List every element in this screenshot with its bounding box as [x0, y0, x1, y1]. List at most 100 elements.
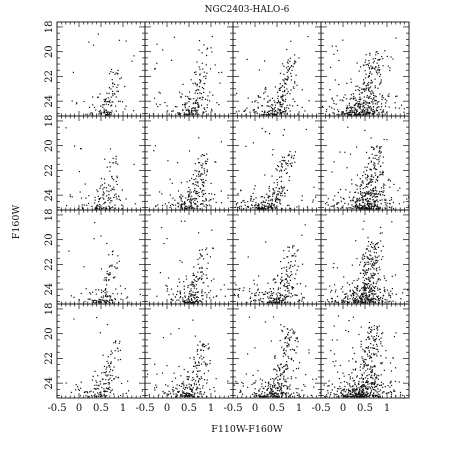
cmd-star-point — [366, 248, 368, 250]
cmd-star-point — [79, 191, 81, 193]
cmd-star-point — [378, 390, 380, 393]
cmd-star-point — [95, 109, 97, 111]
cmd-star-point — [369, 192, 371, 194]
cmd-star-point — [102, 106, 104, 108]
scatter-points — [147, 319, 229, 398]
cmd-star-point — [107, 112, 109, 114]
cmd-star-point — [363, 284, 365, 287]
y-tick-label: 20 — [44, 233, 55, 246]
cmd-panel-r1-c4 — [320, 21, 410, 117]
cmd-star-point — [98, 208, 100, 210]
cmd-star-point — [105, 299, 107, 301]
cmd-star-point — [344, 293, 346, 295]
cmd-star-point — [285, 163, 287, 165]
cmd-star-point — [361, 199, 363, 201]
cmd-star-point — [371, 265, 373, 267]
cmd-star-point — [381, 199, 383, 201]
cmd-star-point — [249, 296, 252, 298]
cmd-star-point — [258, 389, 260, 392]
cmd-star-point — [201, 181, 204, 183]
cmd-star-point — [321, 105, 324, 108]
cmd-star-point — [196, 85, 198, 87]
cmd-star-point — [372, 178, 374, 181]
cmd-star-point — [283, 169, 286, 171]
cmd-star-point — [186, 199, 189, 201]
cmd-star-point — [73, 318, 75, 320]
cmd-star-point — [383, 290, 385, 292]
cmd-star-point — [198, 161, 201, 164]
cmd-star-point — [203, 108, 206, 110]
cmd-star-point — [253, 382, 255, 384]
cmd-star-point — [362, 198, 364, 200]
cmd-star-point — [200, 278, 203, 281]
cmd-star-point — [212, 247, 214, 250]
cmd-star-point — [260, 196, 262, 198]
cmd-star-point — [108, 301, 110, 303]
cmd-star-point — [363, 64, 365, 66]
y-tick-label: 24 — [44, 377, 55, 390]
cmd-star-point — [341, 113, 343, 115]
cmd-star-point — [370, 184, 372, 186]
cmd-star-point — [375, 54, 377, 56]
cmd-star-point — [392, 201, 395, 204]
cmd-star-point — [98, 393, 100, 395]
cmd-star-point — [361, 207, 364, 209]
cmd-star-point — [97, 195, 99, 197]
cmd-star-point — [357, 106, 359, 108]
cmd-star-point — [272, 385, 274, 387]
x-tick-label: 0.5 — [181, 403, 197, 414]
cmd-star-point — [190, 204, 193, 206]
cmd-star-point — [277, 364, 279, 366]
cmd-star-point — [274, 282, 276, 284]
cmd-star-point — [106, 270, 108, 272]
cmd-star-point — [371, 73, 373, 75]
cmd-star-point — [352, 93, 354, 95]
cmd-star-point — [248, 290, 251, 292]
cmd-star-point — [364, 255, 366, 257]
cmd-star-point — [176, 106, 178, 108]
cmd-star-point — [254, 388, 256, 390]
cmd-star-point — [369, 197, 371, 200]
cmd-star-point — [362, 276, 364, 279]
cmd-star-point — [280, 383, 282, 385]
cmd-star-point — [111, 389, 113, 391]
cmd-star-point — [280, 281, 283, 283]
cmd-star-point — [194, 101, 196, 103]
cmd-star-point — [374, 203, 376, 205]
cmd-star-point — [166, 105, 168, 107]
cmd-star-point — [273, 112, 276, 115]
cmd-star-point — [361, 114, 363, 116]
cmd-star-point — [285, 109, 287, 112]
cmd-star-point — [106, 114, 108, 116]
cmd-star-point — [371, 298, 373, 300]
cmd-star-point — [108, 92, 110, 95]
cmd-star-point — [382, 58, 384, 60]
cmd-star-point — [261, 301, 264, 303]
cmd-star-point — [288, 153, 290, 156]
cmd-star-point — [205, 365, 207, 367]
cmd-star-point — [243, 199, 245, 202]
cmd-star-point — [183, 114, 185, 116]
cmd-star-point — [209, 256, 212, 258]
cmd-star-point — [201, 86, 203, 89]
cmd-star-point — [365, 194, 367, 196]
cmd-star-point — [368, 276, 370, 278]
cmd-star-point — [374, 264, 376, 266]
cmd-star-point — [292, 395, 294, 398]
cmd-star-point — [382, 332, 384, 334]
cmd-star-point — [242, 382, 244, 385]
cmd-star-point — [278, 301, 280, 304]
cmd-star-point — [369, 285, 371, 287]
cmd-star-point — [395, 332, 397, 334]
cmd-star-point — [369, 254, 371, 256]
cmd-star-point — [371, 101, 373, 103]
cmd-star-point — [280, 267, 283, 270]
cmd-star-point — [366, 207, 369, 209]
cmd-star-point — [370, 146, 373, 148]
cmd-star-point — [353, 98, 355, 100]
cmd-star-point — [288, 282, 290, 284]
cmd-star-point — [194, 82, 196, 84]
cmd-star-point — [368, 327, 370, 329]
cmd-star-point — [190, 302, 192, 304]
cmd-star-point — [336, 202, 338, 204]
